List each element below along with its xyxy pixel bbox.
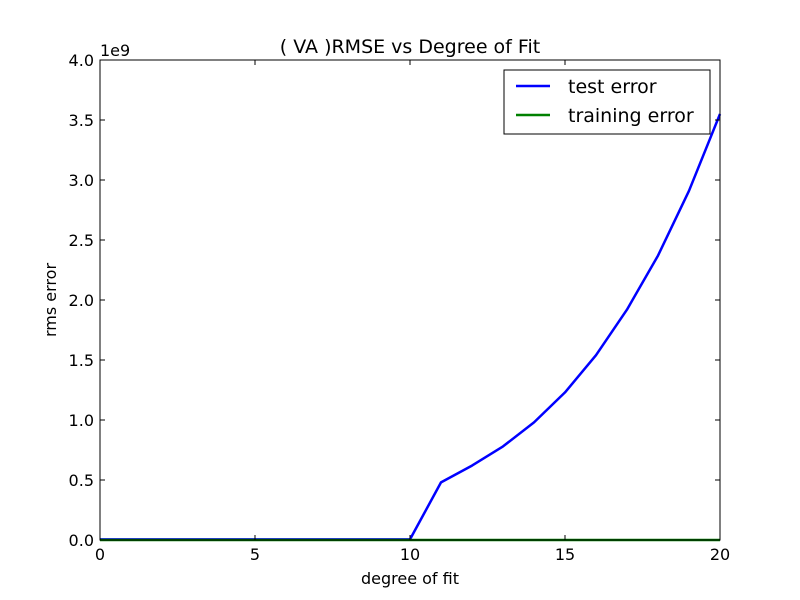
legend-label-training-error: training error — [568, 105, 694, 127]
x-tick-label: 0 — [95, 545, 105, 564]
y-tick-label: 0.5 — [69, 471, 94, 490]
y-tick-label: 4.0 — [69, 51, 94, 70]
x-tick-label: 10 — [400, 545, 420, 564]
legend-label-test-error: test error — [568, 76, 657, 98]
y-axis-label: rms error — [41, 263, 60, 337]
legend-box — [503, 69, 711, 135]
x-tick-label: 15 — [555, 545, 575, 564]
y-tick-label: 2.0 — [69, 291, 94, 310]
legend: test error training error — [503, 69, 711, 135]
ticks-layer: 0 5 10 15 20 0.0 0.5 1.0 1.5 2.0 2.5 3.0 3.5 4.0 — [69, 51, 731, 564]
y-tick-label: 1.5 — [69, 351, 94, 370]
y-tick-label: 1.0 — [69, 411, 94, 430]
chart-title: ( VA )RMSE vs Degree of Fit — [280, 36, 540, 58]
x-tick-label: 20 — [710, 545, 730, 564]
y-tick-label: 2.5 — [69, 231, 94, 250]
plot-area — [100, 60, 720, 540]
y-scale-multiplier: 1e9 — [100, 41, 130, 60]
x-axis-label: degree of fit — [361, 569, 459, 588]
y-tick-label: 0.0 — [69, 531, 94, 550]
x-tick-label: 5 — [250, 545, 260, 564]
y-tick-label: 3.5 — [69, 111, 94, 130]
y-tick-label: 3.0 — [69, 171, 94, 190]
